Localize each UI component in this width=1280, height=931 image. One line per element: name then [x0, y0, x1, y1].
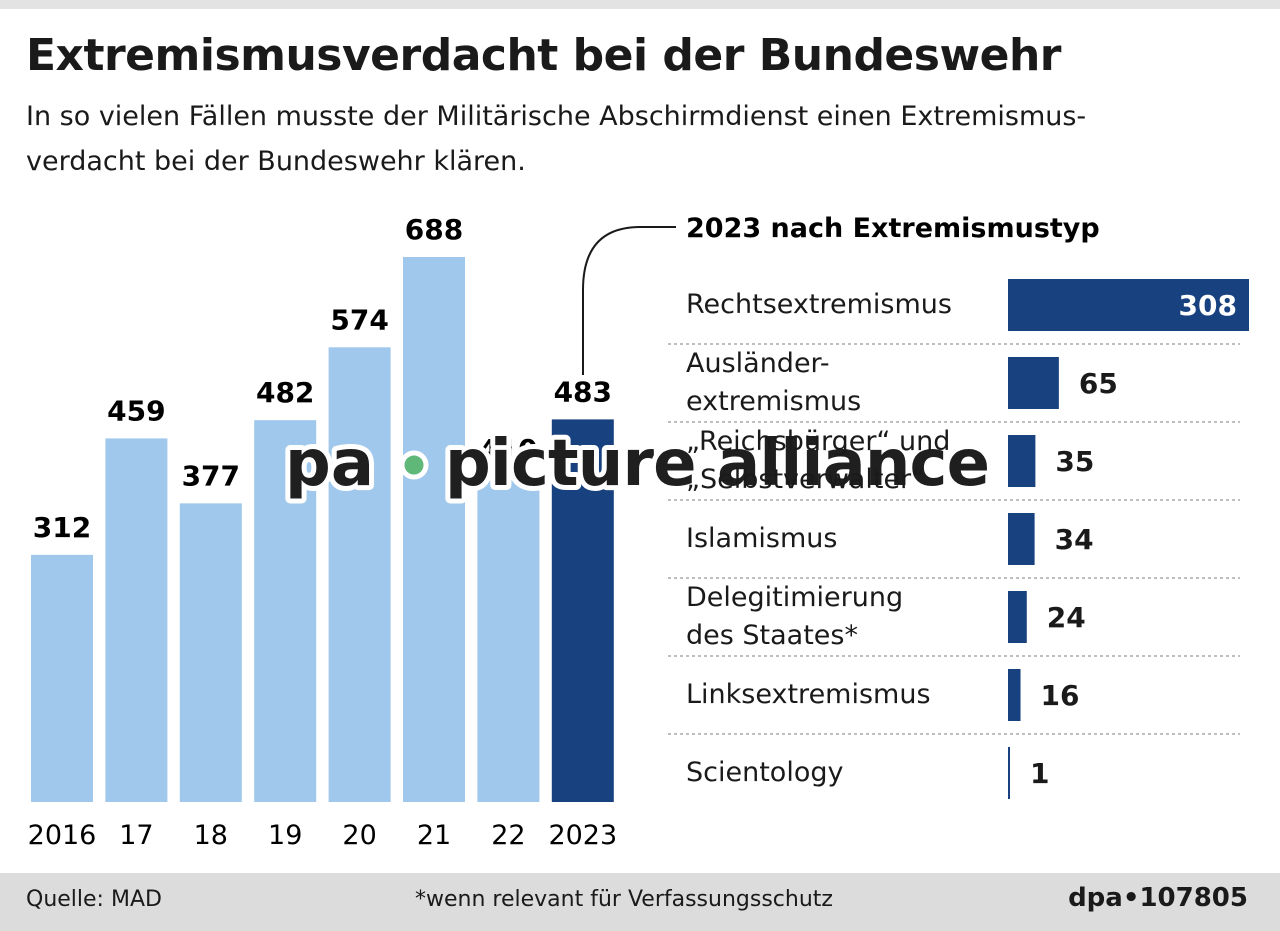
category-label: Delegitimierung des Staates* [686, 582, 904, 651]
category-label: Scientology [686, 757, 844, 788]
value-label: 34 [1055, 523, 1094, 556]
value-label: 688 [405, 213, 463, 246]
x-tick-label: 21 [417, 820, 451, 851]
footer [0, 873, 1280, 931]
value-label: 24 [1047, 601, 1086, 634]
category-label: Rechtsextremismus [686, 289, 952, 320]
value-label: 312 [33, 511, 91, 544]
subtitle: In so vielen Fällen musste der Militäris… [26, 101, 1087, 177]
bar [328, 347, 391, 802]
value-label: 410 [479, 433, 537, 466]
chart-title: 2023 nach Extremismustyp [686, 213, 1100, 244]
value-label: 308 [1179, 289, 1237, 322]
x-tick-label: 2023 [548, 820, 617, 851]
category-label: „Reichsbürger“ und „Selbstverwalter“ [686, 426, 951, 495]
value-label: 459 [107, 394, 165, 427]
top-strip [0, 0, 1280, 9]
value-label: 574 [330, 303, 388, 336]
watermark: pa [285, 427, 374, 501]
watermark: picture alliance [445, 427, 990, 501]
value-label: 482 [256, 376, 314, 409]
bar [105, 438, 168, 802]
value-label: 65 [1079, 367, 1118, 400]
x-tick-label: 20 [342, 820, 376, 851]
value-label: 16 [1041, 679, 1080, 712]
bar [477, 477, 540, 802]
value-label: 483 [554, 375, 612, 408]
x-tick-label: 22 [491, 820, 525, 851]
x-tick-label: 2016 [28, 820, 97, 851]
bar [1008, 591, 1027, 643]
bar [179, 503, 242, 802]
credit: dpa•107805 [1068, 883, 1248, 913]
x-tick-label: 17 [119, 820, 153, 851]
bar [31, 554, 93, 802]
x-tick-label: 18 [194, 820, 228, 851]
title: Extremismusverdacht bei der Bundeswehr [26, 30, 1061, 81]
bar [1008, 435, 1036, 487]
bar [1008, 669, 1021, 721]
bar [1008, 747, 1010, 799]
value-label: 377 [182, 459, 240, 492]
watermark-dot [399, 450, 429, 480]
bar [1008, 513, 1035, 565]
note: *wenn relevant für Verfassungsschutz [415, 887, 833, 912]
value-label: 1 [1030, 757, 1049, 790]
bar [254, 420, 317, 802]
bar [551, 419, 614, 802]
bar [403, 257, 465, 802]
bar [1008, 357, 1059, 409]
category-label: Islamismus [686, 523, 838, 554]
source: Quelle: MAD [26, 887, 162, 912]
category-label: Linksextremismus [686, 679, 931, 710]
category-label: Ausländer- extremismus [686, 348, 862, 417]
bar [1008, 279, 1249, 331]
value-label: 35 [1055, 445, 1094, 478]
connector [582, 226, 676, 375]
x-tick-label: 19 [268, 820, 302, 851]
